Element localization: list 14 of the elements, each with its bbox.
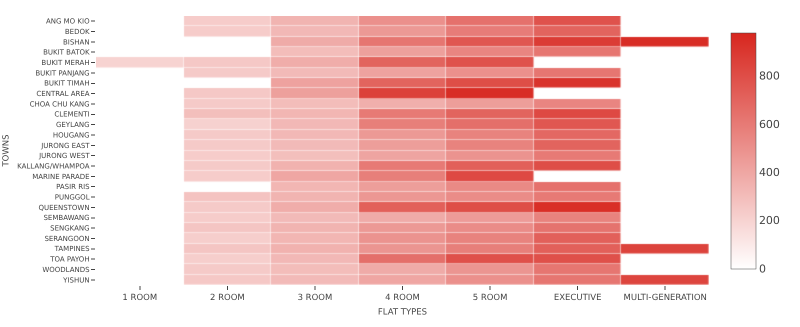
- x-tick-label: 5 ROOM: [472, 293, 508, 304]
- x-tick-label: MULTI-GENERATION: [624, 293, 707, 304]
- x-tick-label: EXECUTIVE: [554, 293, 602, 304]
- x-tick-label: 2 ROOM: [210, 293, 245, 304]
- color-bar-label: 800: [758, 70, 780, 83]
- x-axis-title: FLAT TYPES: [378, 308, 428, 318]
- y-axis-title: TOWNS: [2, 134, 12, 168]
- color-bar-label: 600: [758, 118, 780, 131]
- x-tick-label: 1 ROOM: [122, 293, 158, 304]
- x-tick-label: 4 ROOM: [385, 293, 420, 304]
- color-bar-label: 400: [758, 166, 780, 180]
- color-bar-label: 200: [758, 214, 780, 228]
- x-tick-label: 3 ROOM: [298, 293, 332, 304]
- color-bar-label: 0: [758, 262, 766, 276]
